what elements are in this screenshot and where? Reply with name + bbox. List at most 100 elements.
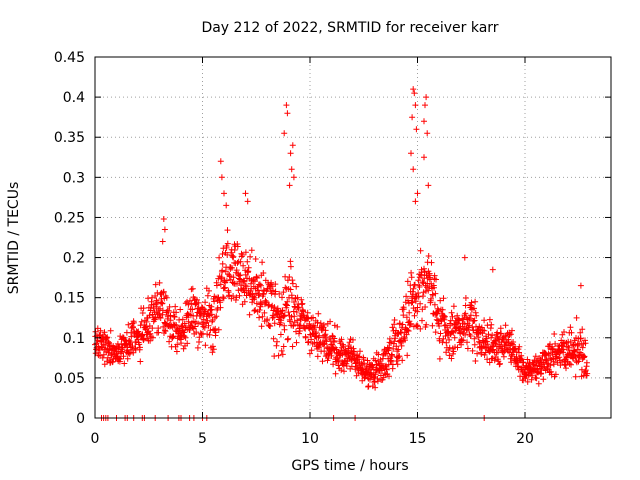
data-point	[231, 247, 238, 253]
data-point	[243, 283, 250, 290]
data-point-peak	[489, 266, 496, 273]
data-point	[322, 327, 329, 334]
data-point	[177, 306, 184, 313]
data-point	[371, 379, 378, 386]
data-point	[173, 322, 180, 329]
data-point	[230, 253, 237, 260]
data-point	[287, 318, 294, 325]
data-point-peak	[217, 158, 224, 165]
data-point	[360, 356, 367, 363]
data-point	[160, 323, 167, 330]
data-point	[147, 330, 154, 337]
data-point	[524, 378, 531, 385]
data-point	[228, 249, 235, 256]
data-point	[335, 357, 342, 364]
y-tick-label: 0.3	[63, 170, 85, 186]
data-point-peak	[409, 114, 416, 121]
data-point	[403, 314, 410, 321]
data-point	[448, 355, 455, 362]
data-point	[415, 290, 422, 296]
data-point	[179, 316, 186, 323]
data-point	[272, 288, 279, 295]
data-point	[149, 294, 155, 301]
data-point-peak	[414, 190, 421, 197]
data-point	[550, 361, 557, 368]
data-point	[436, 323, 443, 329]
data-point	[481, 317, 488, 324]
data-point	[277, 331, 284, 338]
data-point	[351, 348, 358, 355]
data-point	[330, 361, 337, 368]
data-point	[571, 348, 578, 355]
y-tick-label: 0.1	[63, 331, 85, 347]
data-point	[356, 353, 363, 360]
data-point	[579, 326, 586, 333]
data-point	[412, 281, 418, 288]
data-point	[427, 274, 434, 281]
data-point	[193, 329, 200, 336]
data-point	[489, 332, 496, 339]
data-point	[414, 304, 421, 311]
data-point	[258, 282, 264, 289]
data-point	[194, 344, 201, 351]
y-tick-label: 0.15	[54, 291, 85, 307]
data-point	[181, 320, 188, 327]
data-point	[137, 344, 143, 351]
data-point	[165, 307, 172, 314]
data-point	[273, 342, 280, 349]
data-point	[407, 320, 414, 327]
data-point	[437, 297, 444, 304]
data-point	[195, 299, 202, 306]
data-point	[472, 358, 479, 364]
data-point	[439, 339, 446, 346]
data-point	[478, 351, 485, 357]
data-point	[544, 360, 551, 367]
data-point	[286, 274, 293, 280]
data-point	[223, 244, 230, 251]
data-point-peak	[283, 102, 290, 109]
data-point	[346, 339, 353, 346]
data-point	[256, 281, 263, 288]
data-point	[582, 340, 589, 347]
data-point	[364, 357, 371, 364]
data-point	[182, 334, 189, 341]
data-point	[436, 355, 443, 362]
data-point	[509, 327, 515, 334]
data-point-peak	[290, 174, 297, 181]
data-point	[350, 336, 356, 343]
data-point	[217, 299, 224, 306]
data-point	[484, 341, 491, 348]
data-point	[561, 329, 567, 335]
data-point	[486, 316, 493, 323]
data-point	[491, 357, 498, 364]
data-point	[334, 323, 341, 330]
data-point-peak	[289, 142, 296, 149]
data-point	[99, 354, 106, 361]
axis-ticks: 0 0.05 0.1 0.15 0.2 0.25 0.3 0.35 0.4 0.45 0 5 10 15 2…	[54, 50, 611, 447]
data-point	[220, 295, 227, 302]
data-point	[449, 313, 456, 320]
data-point	[406, 309, 413, 316]
data-point	[251, 294, 258, 301]
y-tick-label: 0.4	[63, 90, 85, 106]
data-point	[350, 345, 357, 352]
data-point	[560, 346, 567, 353]
data-point-peak	[242, 190, 249, 197]
data-point	[428, 259, 435, 266]
data-point	[271, 320, 278, 327]
data-point	[224, 240, 231, 247]
data-point	[575, 346, 581, 353]
data-point	[297, 322, 304, 329]
data-point	[246, 311, 253, 318]
data-point	[210, 346, 217, 353]
data-point	[251, 307, 258, 314]
data-point	[310, 314, 316, 321]
data-point	[441, 313, 448, 320]
data-point	[209, 349, 216, 356]
data-point	[518, 356, 525, 363]
data-point	[446, 344, 453, 351]
chart-title: Day 212 of 2022, SRMTID for receiver kar…	[201, 20, 498, 36]
data-point	[440, 295, 447, 302]
data-point	[314, 353, 321, 360]
